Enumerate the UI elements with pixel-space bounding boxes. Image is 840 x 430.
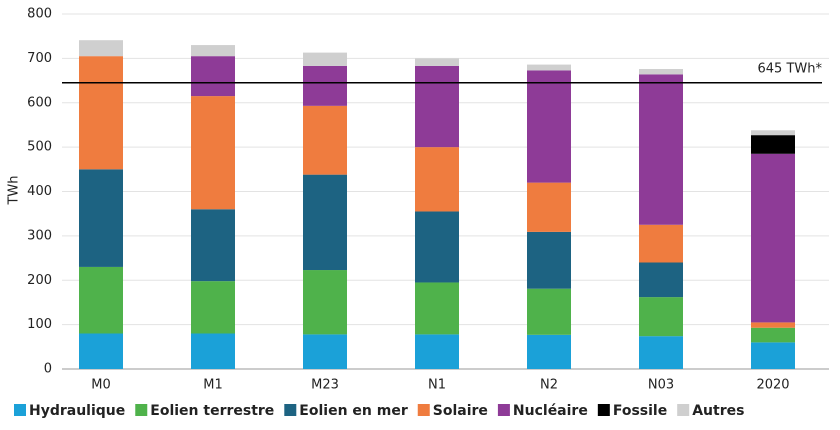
bar-segment xyxy=(303,334,347,369)
bar-segment xyxy=(751,135,795,154)
legend-swatch xyxy=(284,404,297,416)
legend-text: Autres xyxy=(692,403,744,419)
bar-segment xyxy=(639,336,683,369)
bar-segment xyxy=(527,288,571,335)
legend-swatch xyxy=(497,404,510,416)
bar-segment xyxy=(303,105,347,175)
y-tick-label: 500 xyxy=(27,140,52,155)
y-tick-label: 300 xyxy=(27,228,52,243)
bar-segment xyxy=(191,333,235,369)
bar-segment xyxy=(751,153,795,323)
reference-label: 645 TWh* xyxy=(758,61,823,76)
legend-swatch xyxy=(677,404,690,416)
y-tick-label: 600 xyxy=(27,95,52,110)
bar-segment xyxy=(639,224,683,263)
bar-segment xyxy=(191,96,235,210)
bar-segment xyxy=(303,65,347,106)
bar-segment xyxy=(415,65,459,148)
legend-text: Eolien en mer xyxy=(299,403,408,419)
legend-swatch xyxy=(597,404,610,416)
bar-segment xyxy=(415,334,459,369)
y-tick-label: 0 xyxy=(44,362,52,377)
bar-segment xyxy=(415,282,459,335)
bar-segment xyxy=(79,333,123,369)
bar-segment xyxy=(751,322,795,328)
x-tick-label: 2020 xyxy=(756,378,789,393)
y-tick-label: 700 xyxy=(27,51,52,66)
x-tick-label: N1 xyxy=(428,378,446,393)
legend-swatch xyxy=(417,404,430,416)
bar-segment xyxy=(639,297,683,337)
bar-segment xyxy=(527,70,571,183)
bar-segment xyxy=(191,56,235,97)
y-tick-label: 800 xyxy=(27,7,52,22)
legend-text: Hydraulique xyxy=(29,403,125,419)
y-tick-label: 100 xyxy=(27,317,52,332)
bar-segment xyxy=(303,52,347,66)
legend-text: Eolien terrestre xyxy=(150,403,274,419)
x-tick-label: M23 xyxy=(311,378,339,393)
x-tick-label: N03 xyxy=(648,378,674,393)
legend-swatch xyxy=(14,404,26,416)
x-tick-label: M1 xyxy=(203,378,223,393)
bar-segment xyxy=(303,174,347,271)
bar-segment xyxy=(639,262,683,298)
bar-segment xyxy=(639,69,683,75)
bar-segment xyxy=(751,327,795,343)
legend-text: Fossile xyxy=(613,403,667,419)
bar-segment xyxy=(79,169,123,267)
legend-text: Solaire xyxy=(433,403,488,419)
bar-segment xyxy=(751,342,795,369)
bar-segment xyxy=(415,147,459,212)
bar-segment xyxy=(79,40,123,57)
bar-segment xyxy=(527,64,571,71)
bar-segment xyxy=(415,58,459,66)
bar-segment xyxy=(527,182,571,232)
bar-segment xyxy=(527,231,571,289)
x-tick-label: M0 xyxy=(91,378,111,393)
legend-text: Nucléaire xyxy=(513,403,588,419)
y-tick-label: 400 xyxy=(27,184,52,199)
bar-segment xyxy=(303,270,347,335)
bar-segment xyxy=(79,266,123,334)
legend-swatch xyxy=(135,404,148,416)
bar-segment xyxy=(415,211,459,283)
bar-segment xyxy=(79,56,123,170)
bar-segment xyxy=(191,45,235,57)
bar-segment xyxy=(191,281,235,334)
bar-segment xyxy=(191,209,235,282)
x-tick-label: N2 xyxy=(540,378,558,393)
bar-segment xyxy=(527,334,571,369)
bar-segment xyxy=(751,130,795,136)
y-tick-label: 200 xyxy=(27,273,52,288)
bar-segment xyxy=(639,74,683,225)
y-axis-label: TWh xyxy=(7,175,22,205)
